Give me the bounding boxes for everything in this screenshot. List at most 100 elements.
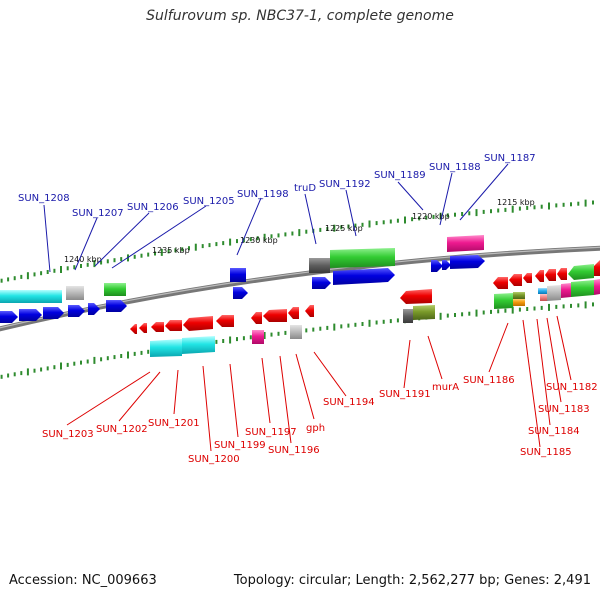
- gene-label[interactable]: SUN_1184: [528, 426, 580, 437]
- gene-label[interactable]: SUN_1182: [546, 382, 598, 393]
- gene-arrow[interactable]: [513, 292, 525, 299]
- gene-arrow[interactable]: [309, 258, 330, 273]
- gene-arrow[interactable]: [263, 309, 287, 322]
- gene-arrow[interactable]: [333, 268, 395, 285]
- gene-label[interactable]: SUN_1183: [538, 404, 590, 415]
- gene-arrow[interactable]: [509, 274, 522, 286]
- gene-label[interactable]: gph: [306, 423, 325, 434]
- gene-label[interactable]: SUN_1203: [42, 429, 94, 440]
- gene-arrow[interactable]: [305, 305, 314, 317]
- gene-arrow[interactable]: [431, 260, 443, 272]
- gene-label[interactable]: SUN_1198: [237, 189, 289, 200]
- gene-arrow[interactable]: [557, 268, 567, 280]
- gene-label[interactable]: SUN_1201: [148, 418, 200, 429]
- minor-tick: [354, 223, 357, 228]
- gene-arrow[interactable]: [0, 290, 62, 303]
- minor-tick: [396, 218, 399, 223]
- major-tick: [333, 224, 336, 232]
- gene-label[interactable]: SUN_1208: [18, 193, 70, 204]
- gene-label[interactable]: SUN_1185: [520, 447, 572, 458]
- minor-tick: [305, 229, 308, 234]
- gene-label[interactable]: SUN_1189: [374, 170, 426, 181]
- gene-label[interactable]: SUN_1191: [379, 389, 431, 400]
- kbp-label: 1230 kbp: [240, 236, 278, 245]
- gene-arrow[interactable]: [139, 323, 147, 333]
- gene-arrow[interactable]: [106, 300, 127, 312]
- gene-arrow[interactable]: [493, 277, 508, 289]
- gene-arrow[interactable]: [251, 312, 262, 324]
- gene-label[interactable]: SUN_1194: [323, 397, 375, 408]
- gene-arrow[interactable]: [561, 283, 571, 298]
- gene-label[interactable]: truD: [294, 183, 316, 194]
- gene-arrow[interactable]: [68, 305, 85, 317]
- gene-arrow[interactable]: [130, 324, 137, 334]
- minor-tick: [319, 326, 322, 331]
- minor-tick: [222, 339, 225, 343]
- gene-arrow[interactable]: [233, 287, 248, 299]
- gene-label[interactable]: SUN_1207: [72, 208, 124, 219]
- gene-arrow[interactable]: [535, 270, 544, 282]
- gene-arrow[interactable]: [540, 294, 548, 301]
- gene-arrow[interactable]: [151, 322, 164, 332]
- gene-arrow[interactable]: [545, 269, 556, 281]
- minor-tick: [113, 355, 116, 360]
- gene-arrow[interactable]: [290, 325, 302, 339]
- gene-arrow[interactable]: [447, 235, 484, 252]
- minor-tick: [242, 336, 245, 341]
- gene-arrow[interactable]: [182, 336, 215, 354]
- gene-arrow[interactable]: [513, 299, 525, 306]
- gene-arrow[interactable]: [571, 280, 594, 297]
- gene-label[interactable]: murA: [432, 382, 459, 393]
- gene-arrow[interactable]: [413, 305, 435, 320]
- gene-label[interactable]: SUN_1192: [319, 179, 371, 190]
- gene-arrow[interactable]: [594, 279, 600, 295]
- gene-arrow[interactable]: [450, 255, 485, 269]
- minor-tick: [592, 200, 594, 205]
- gene-label[interactable]: SUN_1206: [127, 202, 179, 213]
- gene-label[interactable]: SUN_1205: [183, 196, 235, 207]
- forward-genes: [0, 235, 485, 323]
- gene-arrow[interactable]: [165, 320, 182, 331]
- minor-tick: [468, 311, 471, 316]
- gene-arrow[interactable]: [523, 273, 532, 283]
- gene-arrow[interactable]: [216, 315, 234, 327]
- gene-label[interactable]: SUN_1200: [188, 454, 240, 465]
- gene-arrow[interactable]: [594, 260, 600, 276]
- gene-arrow[interactable]: [312, 277, 331, 289]
- gene-arrow[interactable]: [0, 311, 18, 323]
- gene-arrow[interactable]: [183, 316, 213, 331]
- gene-arrow[interactable]: [19, 309, 42, 321]
- minor-tick: [526, 307, 529, 311]
- gene-arrow[interactable]: [43, 307, 64, 319]
- gene-arrow[interactable]: [104, 283, 126, 296]
- major-tick: [263, 332, 266, 339]
- gene-label[interactable]: SUN_1188: [429, 162, 481, 173]
- gene-arrow[interactable]: [66, 286, 84, 300]
- gene-arrow[interactable]: [403, 309, 413, 323]
- gene-arrow[interactable]: [400, 289, 432, 304]
- minor-tick: [461, 212, 464, 216]
- forward-callouts: [43, 163, 509, 273]
- gene-arrow[interactable]: [538, 288, 548, 294]
- minor-tick: [347, 323, 350, 328]
- gene-label[interactable]: SUN_1202: [96, 424, 148, 435]
- gene-label[interactable]: SUN_1199: [214, 440, 266, 451]
- gene-arrow[interactable]: [330, 248, 395, 268]
- gene-label[interactable]: SUN_1197: [245, 427, 297, 438]
- gene-arrow[interactable]: [547, 285, 561, 301]
- gene-arrow[interactable]: [252, 330, 264, 344]
- gene-arrow[interactable]: [568, 264, 594, 280]
- gene-arrow[interactable]: [442, 260, 451, 270]
- gene-arrow[interactable]: [494, 293, 513, 309]
- gene-arrow[interactable]: [150, 339, 182, 357]
- gene-arrow[interactable]: [230, 268, 246, 282]
- gene-label[interactable]: SUN_1187: [484, 153, 536, 164]
- gene-label[interactable]: SUN_1186: [463, 375, 515, 386]
- gene-arrow[interactable]: [288, 307, 299, 319]
- minor-tick: [382, 319, 385, 324]
- minor-tick: [354, 322, 357, 327]
- gene-label[interactable]: SUN_1196: [268, 445, 320, 456]
- minor-tick: [46, 270, 49, 274]
- gene-arrow[interactable]: [88, 303, 100, 315]
- reverse-genes: [130, 260, 600, 357]
